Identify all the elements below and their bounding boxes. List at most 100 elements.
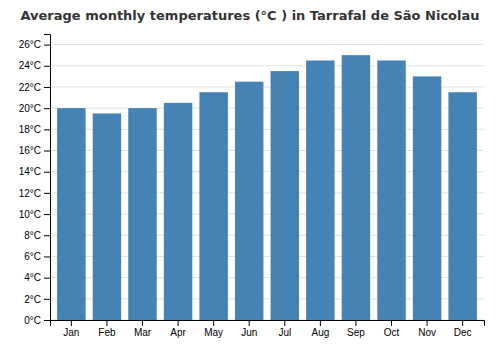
tick-mark (213, 320, 214, 326)
tick: Jan (63, 320, 79, 338)
bar (235, 82, 263, 320)
tick-label: Mar (134, 327, 152, 338)
tick-mark (249, 320, 250, 326)
bar (306, 60, 334, 320)
tick: 18°C (19, 124, 50, 135)
tick: 14°C (19, 166, 50, 177)
tick-label: 6°C (24, 251, 41, 262)
tick: 16°C (19, 145, 50, 156)
tick-label: Nov (418, 327, 436, 338)
tick-label: 8°C (24, 230, 41, 241)
tick-label: Oct (384, 327, 400, 338)
tick: 12°C (19, 188, 50, 199)
tick-label: 22°C (19, 82, 41, 93)
tick: Feb (98, 320, 116, 338)
tick-label: 24°C (19, 60, 41, 71)
tick-mark (106, 320, 107, 326)
tick-label: Feb (98, 327, 116, 338)
tick-label: 26°C (19, 39, 41, 50)
tick-label: Aug (311, 327, 329, 338)
tick-mark (44, 87, 50, 88)
tick: 22°C (19, 82, 50, 93)
grid-line (50, 44, 484, 45)
tick-mark (44, 214, 50, 215)
tick-label: 10°C (19, 209, 41, 220)
tick: 6°C (24, 251, 50, 262)
tick-label: 4°C (24, 272, 41, 283)
tick-mark (71, 320, 72, 326)
tick: Aug (311, 320, 329, 338)
tick-mark (44, 193, 50, 194)
tick-label: 2°C (24, 294, 41, 305)
tick-label: 20°C (19, 103, 41, 114)
tick: 10°C (19, 209, 50, 220)
bar (57, 108, 85, 320)
bar (342, 55, 370, 320)
tick-label: 16°C (19, 145, 41, 156)
tick-mark (44, 66, 50, 67)
tick-mark (44, 299, 50, 300)
tick-label: 0°C (24, 315, 41, 326)
bar (93, 113, 121, 320)
tick: 8°C (24, 230, 50, 241)
axis-line (44, 35, 51, 321)
bar (128, 108, 156, 320)
tick-mark (44, 278, 50, 279)
tick-mark (320, 320, 321, 326)
tick-mark (44, 235, 50, 236)
x-axis: Jan Feb Mar Apr May Jun Jul Aug Sep Oct Nov Dec (51, 320, 485, 338)
tick-label: 18°C (19, 124, 41, 135)
tick-mark (44, 151, 50, 152)
tick-label: Jun (241, 327, 257, 338)
tick: 20°C (19, 103, 50, 114)
tick-mark (284, 320, 285, 326)
bar (448, 92, 476, 320)
plot: 0°C 2°C 4°C 6°C 8°C 10°C 12°C 14°C 16°C 18°C 20°C 2… (19, 35, 485, 339)
tick: Jul (278, 320, 291, 338)
tick-mark (44, 172, 50, 173)
tick: Jun (241, 320, 257, 338)
y-axis: 0°C 2°C 4°C 6°C 8°C 10°C 12°C 14°C 16°C 18°C 20°C 2… (19, 35, 51, 326)
tick: 24°C (19, 60, 50, 71)
tick-label: Jul (278, 327, 291, 338)
tick: Mar (134, 320, 152, 338)
tick: Dec (454, 320, 472, 338)
tick-mark (427, 320, 428, 326)
tick-mark (178, 320, 179, 326)
bar (413, 76, 441, 320)
bar (377, 60, 405, 320)
tick-label: 14°C (19, 166, 41, 177)
tick-label: May (204, 327, 223, 338)
tick-mark (355, 320, 356, 326)
bar (164, 103, 192, 320)
bar (271, 71, 299, 320)
tick: May (204, 320, 223, 338)
tick-label: Jan (63, 327, 79, 338)
grid-line (50, 65, 484, 66)
tick-mark (462, 320, 463, 326)
title: Average monthly temperatures (°C ) in Ta… (20, 8, 479, 23)
tick: 0°C (24, 315, 50, 326)
bar (199, 92, 227, 320)
tick-label: Apr (170, 327, 186, 338)
tick: Apr (170, 320, 186, 338)
chart: 0°C 2°C 4°C 6°C 8°C 10°C 12°C 14°C 16°C 18°C 20°C 2… (0, 0, 500, 350)
tick-label: Dec (454, 327, 472, 338)
bars (57, 55, 477, 320)
tick: Oct (384, 320, 400, 338)
tick: Nov (418, 320, 436, 338)
tick-mark (44, 108, 50, 109)
tick-label: 12°C (19, 188, 41, 199)
tick-mark (44, 45, 50, 46)
tick-mark (44, 129, 50, 130)
tick: Sep (347, 320, 365, 338)
tick: 26°C (19, 39, 50, 50)
grid (50, 45, 484, 320)
tick: 4°C (24, 272, 50, 283)
axis-line (51, 321, 485, 327)
tick-mark (391, 320, 392, 326)
tick-mark (142, 320, 143, 326)
tick-mark (44, 256, 50, 257)
tick-mark (44, 320, 50, 321)
tick-label: Sep (347, 327, 365, 338)
